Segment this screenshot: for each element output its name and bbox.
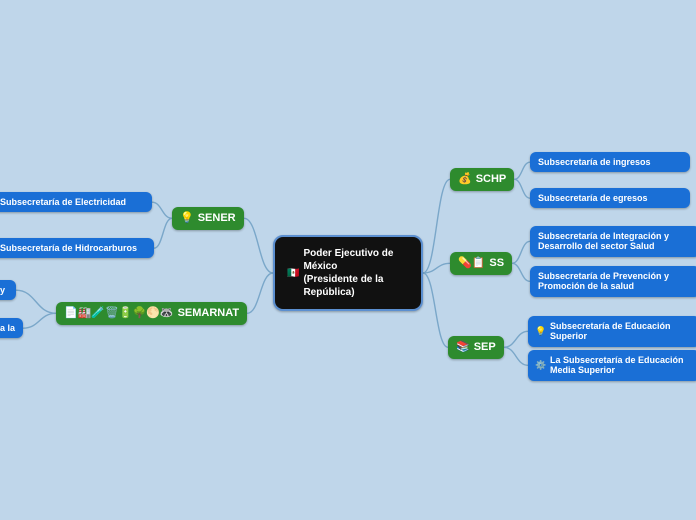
sep-label: SEP — [474, 341, 496, 354]
leaf-ss-prevencion[interactable]: Subsecretaría de Prevención y Promoción … — [530, 266, 696, 297]
semarnat-label: SEMARNAT — [178, 307, 240, 320]
leaf-schp-ingresos[interactable]: Subsecretaría de ingresos — [530, 152, 690, 172]
root-node[interactable]: 🇲🇽 Poder Ejecutivo de México (Presidente … — [273, 235, 423, 311]
schp-ingresos-label: Subsecretaría de ingresos — [538, 157, 651, 167]
sep-superior-icon: 💡 — [536, 326, 546, 336]
leaf-schp-egresos[interactable]: Subsecretaría de egresos — [530, 188, 690, 208]
sener-label: SENER — [198, 212, 236, 225]
sep-media-icon: ⚙️ — [536, 360, 546, 370]
sep-icon: 📚 — [456, 341, 470, 354]
semarnat-icon: 📄🏭🧪🗑️🔋🌳🌕🦝 — [64, 307, 174, 320]
branch-schp[interactable]: 💰 SCHP — [450, 168, 514, 191]
branch-semarnat[interactable]: 📄🏭🧪🗑️🔋🌳🌕🦝 SEMARNAT — [56, 302, 247, 325]
mexico-flag-icon: 🇲🇽 — [287, 267, 299, 280]
leaf-sep-superior[interactable]: 💡 Subsecretaría de Educación Superior — [528, 316, 696, 347]
schp-label: SCHP — [476, 173, 507, 186]
branch-sep[interactable]: 📚 SEP — [448, 336, 504, 359]
schp-egresos-label: Subsecretaría de egresos — [538, 193, 648, 203]
ss-icon: 💊📋 — [458, 257, 485, 270]
ss-integracion-label: Subsecretaría de Integración y Desarroll… — [538, 231, 692, 252]
leaf-semarnat-2[interactable]: a la — [0, 318, 23, 338]
ss-prevencion-label: Subsecretaría de Prevención y Promoción … — [538, 271, 692, 292]
sep-superior-label: Subsecretaría de Educación Superior — [550, 321, 692, 342]
sener-icon: 💡 — [180, 212, 194, 225]
semarnat-2-label: a la — [0, 323, 15, 333]
ss-label: SS — [489, 257, 504, 270]
root-title: Poder Ejecutivo de México (Presidente de… — [303, 247, 409, 299]
mindmap-canvas: 🇲🇽 Poder Ejecutivo de México (Presidente … — [0, 0, 696, 520]
sener-hidro-label: Subsecretaría de Hidrocarburos — [0, 243, 137, 253]
leaf-ss-integracion[interactable]: Subsecretaría de Integración y Desarroll… — [530, 226, 696, 257]
sep-media-label: La Subsecretaría de Educación Media Supe… — [550, 355, 692, 376]
branch-ss[interactable]: 💊📋 SS — [450, 252, 512, 275]
semarnat-1-label: y — [0, 285, 5, 295]
sener-elec-label: Subsecretaría de Electricidad — [0, 197, 126, 207]
leaf-sener-hidro[interactable]: Subsecretaría de Hidrocarburos — [0, 238, 154, 258]
branch-sener[interactable]: 💡 SENER — [172, 207, 244, 230]
schp-icon: 💰 — [458, 173, 472, 186]
leaf-sep-media[interactable]: ⚙️ La Subsecretaría de Educación Media Su… — [528, 350, 696, 381]
leaf-sener-elec[interactable]: Subsecretaría de Electricidad — [0, 192, 152, 212]
leaf-semarnat-1[interactable]: y — [0, 280, 16, 300]
